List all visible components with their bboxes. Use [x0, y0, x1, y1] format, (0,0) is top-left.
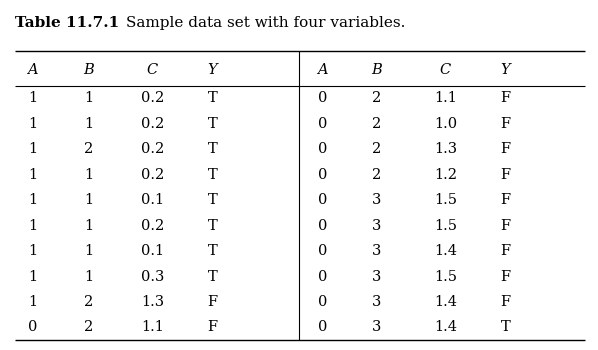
Text: 1: 1: [84, 168, 93, 182]
Text: F: F: [501, 91, 510, 105]
Text: F: F: [501, 244, 510, 258]
Text: 1: 1: [84, 219, 93, 233]
Text: 0.1: 0.1: [141, 193, 164, 207]
Text: F: F: [501, 295, 510, 309]
Text: 1.4: 1.4: [434, 244, 457, 258]
Text: T: T: [208, 270, 217, 284]
Text: 1: 1: [28, 168, 38, 182]
Text: 0: 0: [318, 295, 328, 309]
Text: T: T: [208, 219, 217, 233]
Text: F: F: [501, 117, 510, 131]
Text: T: T: [208, 142, 217, 156]
Text: 1: 1: [28, 295, 38, 309]
Text: 0: 0: [318, 117, 328, 131]
Text: T: T: [208, 168, 217, 182]
Text: 1.3: 1.3: [434, 142, 457, 156]
Text: 0.2: 0.2: [141, 117, 164, 131]
Text: Sample data set with four variables.: Sample data set with four variables.: [126, 16, 405, 30]
Text: F: F: [501, 142, 510, 156]
Text: T: T: [208, 117, 217, 131]
Text: 3: 3: [372, 270, 382, 284]
Text: 1: 1: [28, 117, 38, 131]
Text: 0: 0: [28, 321, 38, 335]
Text: 1: 1: [84, 244, 93, 258]
Text: F: F: [501, 193, 510, 207]
Text: 3: 3: [372, 193, 382, 207]
Text: 3: 3: [372, 295, 382, 309]
Text: F: F: [501, 168, 510, 182]
Text: 2: 2: [84, 321, 93, 335]
Text: 0.2: 0.2: [141, 219, 164, 233]
Text: F: F: [208, 321, 217, 335]
Text: 2: 2: [372, 142, 382, 156]
Text: Table 11.7.1: Table 11.7.1: [15, 16, 119, 30]
Text: T: T: [208, 244, 217, 258]
Text: 0: 0: [318, 142, 328, 156]
Text: 0: 0: [318, 219, 328, 233]
Text: 0: 0: [318, 244, 328, 258]
Text: 1: 1: [28, 244, 38, 258]
Text: F: F: [208, 295, 217, 309]
Text: 3: 3: [372, 244, 382, 258]
Text: 0: 0: [318, 193, 328, 207]
Text: 1.5: 1.5: [434, 193, 457, 207]
Text: 3: 3: [372, 321, 382, 335]
Text: 1: 1: [28, 219, 38, 233]
Text: 1.4: 1.4: [434, 295, 457, 309]
Text: 0.2: 0.2: [141, 142, 164, 156]
Text: 1.5: 1.5: [434, 270, 457, 284]
Text: B: B: [371, 63, 382, 77]
Text: A: A: [28, 63, 38, 77]
Text: C: C: [440, 63, 451, 77]
Text: 1.1: 1.1: [434, 91, 457, 105]
Text: 1: 1: [28, 142, 38, 156]
Text: Y: Y: [501, 63, 510, 77]
Text: 3: 3: [372, 219, 382, 233]
Text: 0: 0: [318, 168, 328, 182]
Text: C: C: [147, 63, 158, 77]
Text: 1: 1: [28, 270, 38, 284]
Text: F: F: [501, 219, 510, 233]
Text: 1: 1: [84, 117, 93, 131]
Text: T: T: [208, 91, 217, 105]
Text: 2: 2: [372, 91, 382, 105]
Text: 0.3: 0.3: [141, 270, 164, 284]
Text: 1.5: 1.5: [434, 219, 457, 233]
Text: 2: 2: [84, 142, 93, 156]
Text: 2: 2: [372, 117, 382, 131]
Text: B: B: [83, 63, 94, 77]
Text: 0.2: 0.2: [141, 91, 164, 105]
Text: 1: 1: [84, 193, 93, 207]
Text: T: T: [208, 193, 217, 207]
Text: 2: 2: [372, 168, 382, 182]
Text: 0: 0: [318, 91, 328, 105]
Text: 1: 1: [28, 193, 38, 207]
Text: 1: 1: [84, 91, 93, 105]
Text: 1.2: 1.2: [434, 168, 457, 182]
Text: 1: 1: [28, 91, 38, 105]
Text: F: F: [501, 270, 510, 284]
Text: 0.2: 0.2: [141, 168, 164, 182]
Text: 1.1: 1.1: [141, 321, 164, 335]
Text: 1.4: 1.4: [434, 321, 457, 335]
Text: 1: 1: [84, 270, 93, 284]
Text: T: T: [501, 321, 510, 335]
Text: 1.3: 1.3: [141, 295, 164, 309]
Text: A: A: [318, 63, 328, 77]
Text: Y: Y: [208, 63, 217, 77]
Text: 0.1: 0.1: [141, 244, 164, 258]
Text: 0: 0: [318, 321, 328, 335]
Text: 2: 2: [84, 295, 93, 309]
Text: 0: 0: [318, 270, 328, 284]
Text: 1.0: 1.0: [434, 117, 457, 131]
